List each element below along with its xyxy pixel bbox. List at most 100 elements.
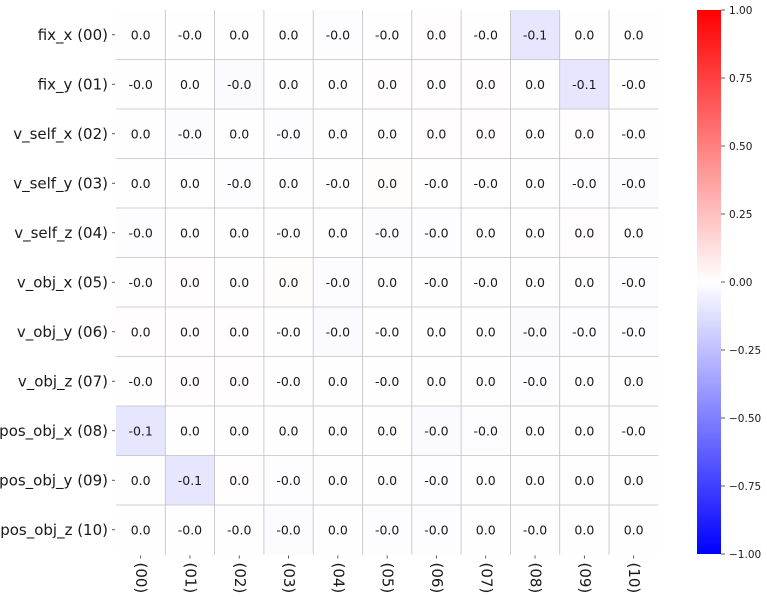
cell-value-label: -0.0: [178, 27, 202, 42]
cell-value-label: 0.0: [328, 423, 348, 438]
cell-value-label: 0.0: [180, 324, 200, 339]
heatmap-cell: [165, 208, 216, 258]
heatmap-cell: [165, 307, 216, 357]
heatmap-cell: [263, 10, 314, 60]
heatmap-cell: [165, 158, 216, 209]
cell-value-label: -0.0: [474, 27, 498, 42]
cell-value-label: 0.0: [180, 275, 200, 290]
cell-value-label: 0.0: [279, 77, 299, 92]
heatmap-cell: [263, 455, 314, 506]
heatmap-cell: [116, 158, 166, 209]
cell-value-label: 0.0: [279, 27, 299, 42]
colorbar-tick-label: −0.75: [729, 481, 761, 493]
row-tick-label: v_self_x (02): [13, 125, 108, 144]
heatmap-cell: [263, 208, 314, 258]
heatmap-cell: [263, 307, 314, 357]
heatmap-cell: [609, 356, 659, 407]
cell-value-label: -0.0: [621, 324, 645, 339]
heatmap-cell: [313, 307, 363, 357]
cell-value-label: -0.0: [572, 176, 596, 191]
cell-value-label: 0.0: [427, 324, 447, 339]
heatmap-cell: [461, 356, 511, 407]
cell-value-label: -0.0: [523, 324, 547, 339]
cell-value-label: 0.0: [574, 225, 594, 240]
heatmap-cell: [510, 406, 561, 456]
cell-value-label: -0.0: [276, 225, 300, 240]
heatmap-cell: [214, 257, 265, 308]
heatmap-cell: [362, 10, 413, 60]
heatmap-cell: [165, 10, 216, 60]
cell-value-label: -0.0: [572, 324, 596, 339]
heatmap-cell: [362, 158, 413, 209]
cell-value-label: 0.0: [377, 473, 397, 488]
row-tick-label: v_self_y (03): [13, 174, 108, 193]
heatmap-gridlines: [116, 10, 659, 555]
heatmap-cell: [559, 307, 610, 357]
cell-value-label: 0.0: [131, 27, 151, 42]
heatmap-cell: [362, 307, 413, 357]
heatmap-cell: [116, 208, 166, 258]
cell-value-label: -0.0: [326, 176, 350, 191]
heatmap-cell: [609, 505, 659, 555]
cell-value-label: -0.0: [326, 324, 350, 339]
heatmap-cell: [116, 10, 166, 60]
cell-value-label: -0.0: [326, 27, 350, 42]
heatmap-cell: [609, 109, 659, 159]
cell-value-label: 0.0: [476, 522, 496, 537]
cell-value-label: 0.0: [328, 126, 348, 141]
cell-value-label: 0.0: [476, 126, 496, 141]
cell-value-label: -0.0: [276, 324, 300, 339]
cell-value-label: 0.0: [476, 324, 496, 339]
cell-value-label: -0.0: [375, 27, 399, 42]
column-tick-label: (07): [477, 563, 495, 594]
heatmap-cell: [165, 59, 216, 110]
heatmap-cell: [559, 109, 610, 159]
heatmap-cell: [165, 257, 216, 308]
cell-value-label: -0.0: [227, 522, 251, 537]
cell-value-label: 0.0: [427, 27, 447, 42]
cell-value-label: -0.0: [621, 275, 645, 290]
cell-value-label: 0.0: [525, 77, 545, 92]
colorbar-tick-label: −0.50: [729, 413, 761, 425]
cell-value-label: 0.0: [131, 176, 151, 191]
heatmap-cell: [609, 208, 659, 258]
heatmap-cell: [510, 257, 561, 308]
cell-value-label: 0.0: [180, 77, 200, 92]
heatmap-cell: [559, 406, 610, 456]
cell-value-label: -0.0: [424, 522, 448, 537]
colorbar-tick-label: 0.75: [729, 73, 752, 85]
heatmap-cell: [362, 505, 413, 555]
cell-value-label: 0.0: [377, 176, 397, 191]
cell-value-label: 0.0: [525, 126, 545, 141]
heatmap-cell: [362, 406, 413, 456]
heatmap-cell: [313, 406, 363, 456]
row-tick-label: fix_y (01): [38, 75, 108, 94]
cell-value-label: 0.0: [574, 522, 594, 537]
cell-value-label: -0.0: [276, 473, 300, 488]
cell-value-label: 0.0: [180, 176, 200, 191]
cell-value-label: -0.0: [474, 423, 498, 438]
cell-value-label: 0.0: [180, 423, 200, 438]
heatmap-cell: [559, 505, 610, 555]
heatmap-cell: [510, 59, 561, 110]
heatmap-cell: [362, 59, 413, 110]
cell-value-label: -0.0: [621, 423, 645, 438]
heatmap-cell: [214, 505, 265, 555]
cell-value-label: 0.0: [525, 275, 545, 290]
heatmap-cell: [609, 158, 659, 209]
heatmap-cell: [411, 257, 462, 308]
cell-value-label: 0.0: [476, 473, 496, 488]
cell-value-label: 0.0: [180, 225, 200, 240]
heatmap-cell: [559, 208, 610, 258]
heatmap-cell: [116, 109, 166, 159]
heatmap-cell: [214, 406, 265, 456]
cell-value-label: 0.0: [131, 324, 151, 339]
heatmap-cell: [263, 109, 314, 159]
heatmap-cell: [461, 158, 511, 209]
heatmap-cell: [461, 406, 511, 456]
cell-value-label: 0.0: [377, 77, 397, 92]
heatmap-cell: [214, 59, 265, 110]
cell-value-label: 0.0: [624, 522, 644, 537]
heatmap-cell: [313, 455, 363, 506]
